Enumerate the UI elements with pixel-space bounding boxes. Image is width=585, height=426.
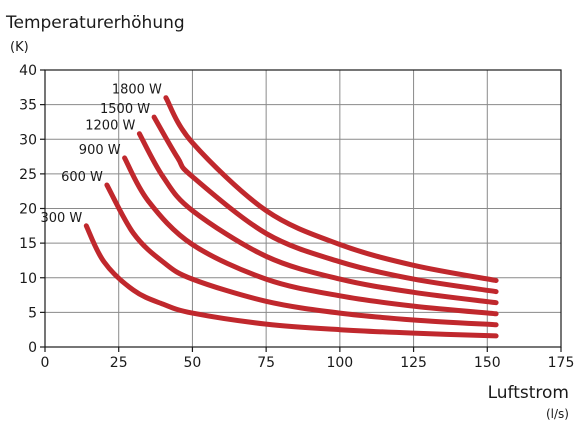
- y-tick-label: 20: [19, 202, 37, 218]
- series-line: [163, 95, 499, 283]
- series-labels: 300 W 600 W 900 W 1200 W 1500 W 1800 W: [40, 83, 162, 226]
- series-line: [122, 155, 499, 317]
- y-tick-label: 5: [28, 305, 37, 321]
- y-tick-label: 35: [19, 98, 37, 114]
- axes: 0 5 10 15 20 25 30 35 40 0 25 50 75 100 125 150 175: [19, 63, 574, 371]
- series-line: [83, 223, 499, 339]
- x-tick-label: 75: [257, 355, 275, 371]
- x-tick-label: 25: [110, 355, 128, 371]
- series-line: [136, 131, 499, 306]
- y-tick-label: 40: [19, 63, 37, 79]
- x-tick-label: 150: [474, 355, 501, 371]
- y-axis-title: Temperaturerhöhung: [6, 13, 185, 33]
- series-label: 1200 W: [85, 119, 135, 134]
- series-label: 900 W: [79, 143, 121, 158]
- series-line: [104, 182, 499, 328]
- series-label: 1500 W: [100, 102, 150, 117]
- x-tick-label: 125: [400, 355, 427, 371]
- x-tick-label: 0: [41, 355, 50, 371]
- series-label: 600 W: [61, 170, 103, 185]
- y-tick-label: 15: [19, 236, 37, 252]
- y-tick-label: 30: [19, 132, 37, 148]
- y-axis-unit: (K): [10, 40, 29, 55]
- series: [83, 95, 499, 339]
- y-tick-label: 25: [19, 167, 37, 183]
- y-tick-label: 10: [19, 271, 37, 287]
- y-tick-label: 0: [28, 340, 37, 356]
- series-label: 1800 W: [112, 83, 162, 98]
- x-tick-label: 50: [184, 355, 202, 371]
- series-line: [151, 114, 499, 295]
- x-tick-label: 175: [548, 355, 575, 371]
- series-label: 300 W: [40, 211, 82, 226]
- x-axis-unit: (l/s): [546, 407, 569, 421]
- x-tick-label: 100: [326, 355, 353, 371]
- x-axis-title: Luftstrom: [487, 383, 569, 403]
